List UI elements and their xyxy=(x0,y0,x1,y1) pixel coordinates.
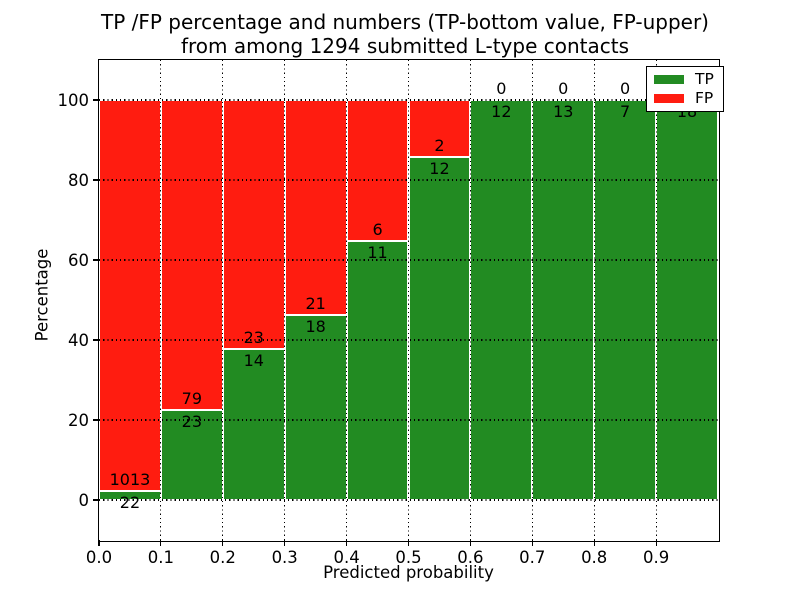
x-tick-mark xyxy=(346,540,348,546)
gridline-horizontal xyxy=(99,419,718,421)
tp-bar-segment xyxy=(532,100,595,500)
gridline-vertical xyxy=(531,60,533,540)
y-tick-label: 80 xyxy=(68,170,89,190)
tp-legend-label: TP xyxy=(695,70,714,88)
gridline-horizontal xyxy=(99,339,718,341)
x-tick-mark xyxy=(222,540,224,546)
fp-count-label: 0 xyxy=(558,79,569,98)
x-tick-label: 0.4 xyxy=(333,548,360,567)
x-tick-label: 0.7 xyxy=(519,548,546,567)
gridline-vertical xyxy=(160,60,162,540)
tp-bar-segment xyxy=(222,348,285,500)
fp-count-label: 6 xyxy=(372,220,383,240)
tp-count-label: 18 xyxy=(305,317,326,337)
fp-count-label: 1013 xyxy=(109,470,151,490)
gridline-vertical xyxy=(222,60,224,540)
fp-bar-segment xyxy=(160,100,223,410)
x-tick-mark xyxy=(531,540,533,546)
tp-count-label: 12 xyxy=(491,102,512,121)
fp-bar-segment xyxy=(99,100,161,492)
y-tick-mark xyxy=(93,179,99,181)
fp-bar-segment xyxy=(222,100,285,349)
gridline-horizontal xyxy=(99,99,718,101)
x-tick-label: 0.6 xyxy=(457,548,484,567)
x-tick-mark xyxy=(469,540,471,546)
x-tick-mark xyxy=(284,540,286,546)
y-tick-label: 40 xyxy=(68,330,89,350)
y-tick-label: 0 xyxy=(78,490,90,510)
gridline-vertical xyxy=(407,60,410,540)
gridline-vertical xyxy=(346,60,348,540)
fp-count-label: 23 xyxy=(243,327,264,347)
tp-count-label: 11 xyxy=(367,243,388,263)
fp-count-label: 2 xyxy=(434,136,445,156)
x-tick-label: 0.1 xyxy=(147,548,175,567)
gridline-horizontal xyxy=(99,179,718,181)
x-tick-mark xyxy=(98,540,100,546)
tp-bar-segment xyxy=(346,241,409,500)
gridline-vertical xyxy=(469,60,471,540)
tp-count-label: 12 xyxy=(429,159,450,179)
x-tick-mark xyxy=(593,540,595,546)
fp-swatch-icon xyxy=(654,94,684,103)
legend: TP FP xyxy=(646,66,724,112)
x-tick-label: 0.8 xyxy=(581,548,608,567)
tp-count-label: 14 xyxy=(243,350,264,370)
chart-title: TP /FP percentage and numbers (TP-bottom… xyxy=(60,10,750,58)
tp-bar-segment xyxy=(284,315,347,500)
tp-count-label: 22 xyxy=(119,493,141,513)
y-tick-label: 20 xyxy=(68,410,89,430)
x-tick-label: 0.9 xyxy=(642,548,670,567)
x-tick-label: 0.5 xyxy=(395,548,422,567)
y-tick-mark xyxy=(93,499,99,501)
fp-legend-label: FP xyxy=(695,89,714,107)
y-tick-label: 60 xyxy=(68,250,89,270)
gridline-vertical xyxy=(655,60,657,540)
y-tick-mark xyxy=(93,99,99,101)
legend-item-fp: FP xyxy=(654,90,715,107)
tp-swatch-icon xyxy=(654,75,684,84)
tp-count-label: 13 xyxy=(553,102,574,121)
x-tick-mark xyxy=(160,540,162,546)
tp-count-label: 7 xyxy=(620,102,631,121)
y-tick-mark xyxy=(93,419,99,421)
x-tick-label: 0.3 xyxy=(271,548,298,567)
tp-bar-segment xyxy=(470,100,533,500)
fp-count-label: 21 xyxy=(305,294,326,314)
chart-title-line2: from among 1294 submitted L-type contact… xyxy=(180,34,630,58)
tp-bar-segment xyxy=(408,157,471,500)
gridline-vertical xyxy=(593,60,595,540)
gridline-horizontal xyxy=(99,499,718,501)
legend-item-tp: TP xyxy=(654,71,715,88)
fp-count-label: 0 xyxy=(620,79,631,98)
tp-count-label: 23 xyxy=(181,411,203,431)
y-tick-mark xyxy=(93,259,99,261)
gridline-vertical xyxy=(284,60,286,540)
y-tick-label: 100 xyxy=(57,90,90,110)
x-tick-mark xyxy=(655,540,657,546)
x-tick-label: 0.2 xyxy=(209,548,236,567)
tp-bar-segment xyxy=(160,409,223,500)
chart-title-line1: TP /FP percentage and numbers (TP-bottom… xyxy=(101,10,709,34)
fp-count-label: 0 xyxy=(496,79,507,98)
fp-count-label: 79 xyxy=(181,388,203,408)
tp-bar-segment xyxy=(656,100,718,500)
x-axis-label: Predicted probability xyxy=(323,563,494,582)
gridline-horizontal xyxy=(99,259,718,261)
fp-bar-segment xyxy=(284,100,347,316)
tp-bar-segment xyxy=(594,100,657,500)
y-tick-mark xyxy=(93,339,99,341)
x-tick-label: 0.0 xyxy=(85,548,113,567)
x-tick-mark xyxy=(407,540,410,546)
